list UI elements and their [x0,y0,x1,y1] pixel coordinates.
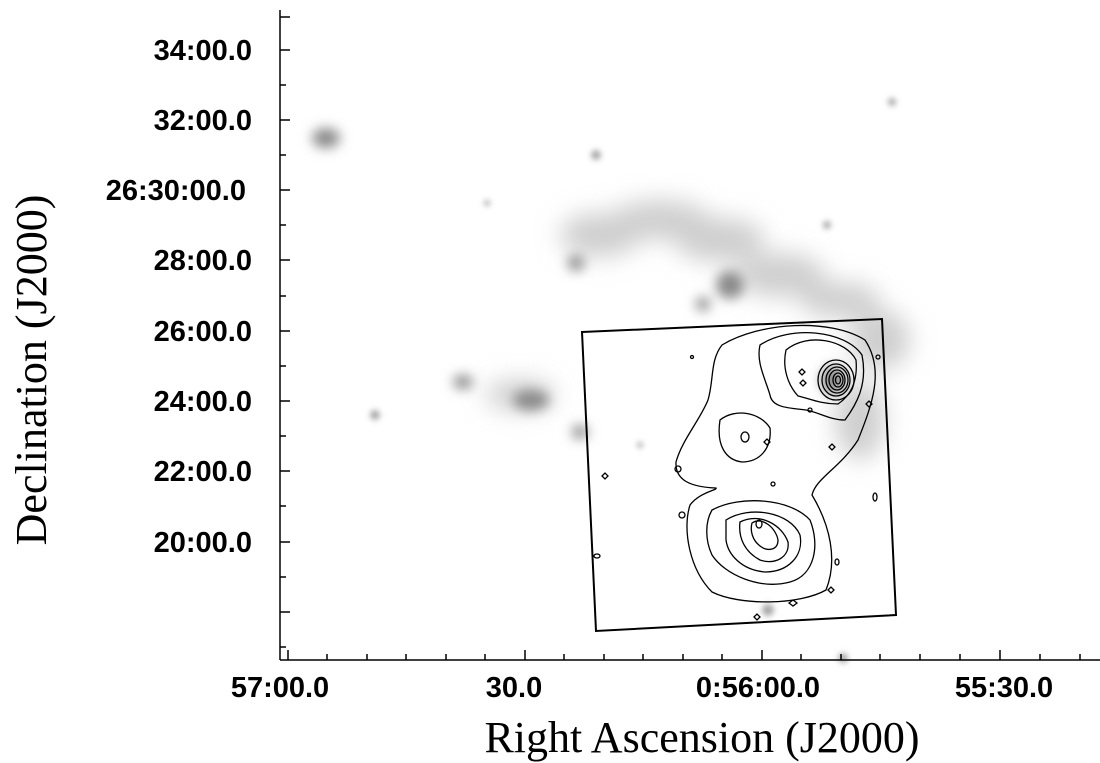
x-tick-label: 30.0 [486,672,542,704]
contour-west [718,412,771,463]
y-tick-label: 26:00.0 [154,316,252,348]
y-tick-label: 28:00.0 [154,245,252,277]
y-tick-labels: 34:00.0 32:00.0 26:30:00.0 28:00.0 26:00… [106,35,252,559]
contour-lower-4 [739,517,789,563]
y-tick-label: 34:00.0 [154,35,252,67]
contour-peak-4 [828,369,846,391]
plot-axes [279,10,1100,661]
x-tick-label: 55:30.0 [955,672,1053,704]
contour-peak-3 [825,366,849,394]
greyscale-emission-image [280,10,1100,663]
contour-outer [675,324,876,603]
contour-peak-2 [821,363,851,397]
contour-upper-3 [784,339,857,405]
contour-overlay [593,324,881,621]
y-tick-label: 24:00.0 [154,386,252,418]
y-tick-label: 22:00.0 [154,456,252,488]
x-axis-title: Right Ascension (J2000) [484,713,919,762]
y-axis-title: Declination (J2000) [7,195,56,546]
field-of-view-box [580,317,898,633]
x-ticks [287,650,1081,660]
y-tick-label: 32:00.0 [154,105,252,137]
y-tick-label: 26:30:00.0 [106,175,246,207]
bright-knot [716,271,744,299]
x-tick-labels: 57:00.0 30.0 0:56:00.0 55:30.0 [231,672,1053,704]
contour-peak-5 [832,372,844,388]
y-tick-label: 20:00.0 [154,527,252,559]
contour-peak-1 [817,359,855,401]
x-tick-label: 0:56:00.0 [696,672,820,704]
x-tick-label: 57:00.0 [231,672,329,704]
y-ticks [280,16,290,648]
contour-lower-3 [725,511,802,573]
contour-lower-2 [706,500,816,585]
contour-lower-5 [750,520,779,551]
contour-upper-2 [758,332,865,421]
